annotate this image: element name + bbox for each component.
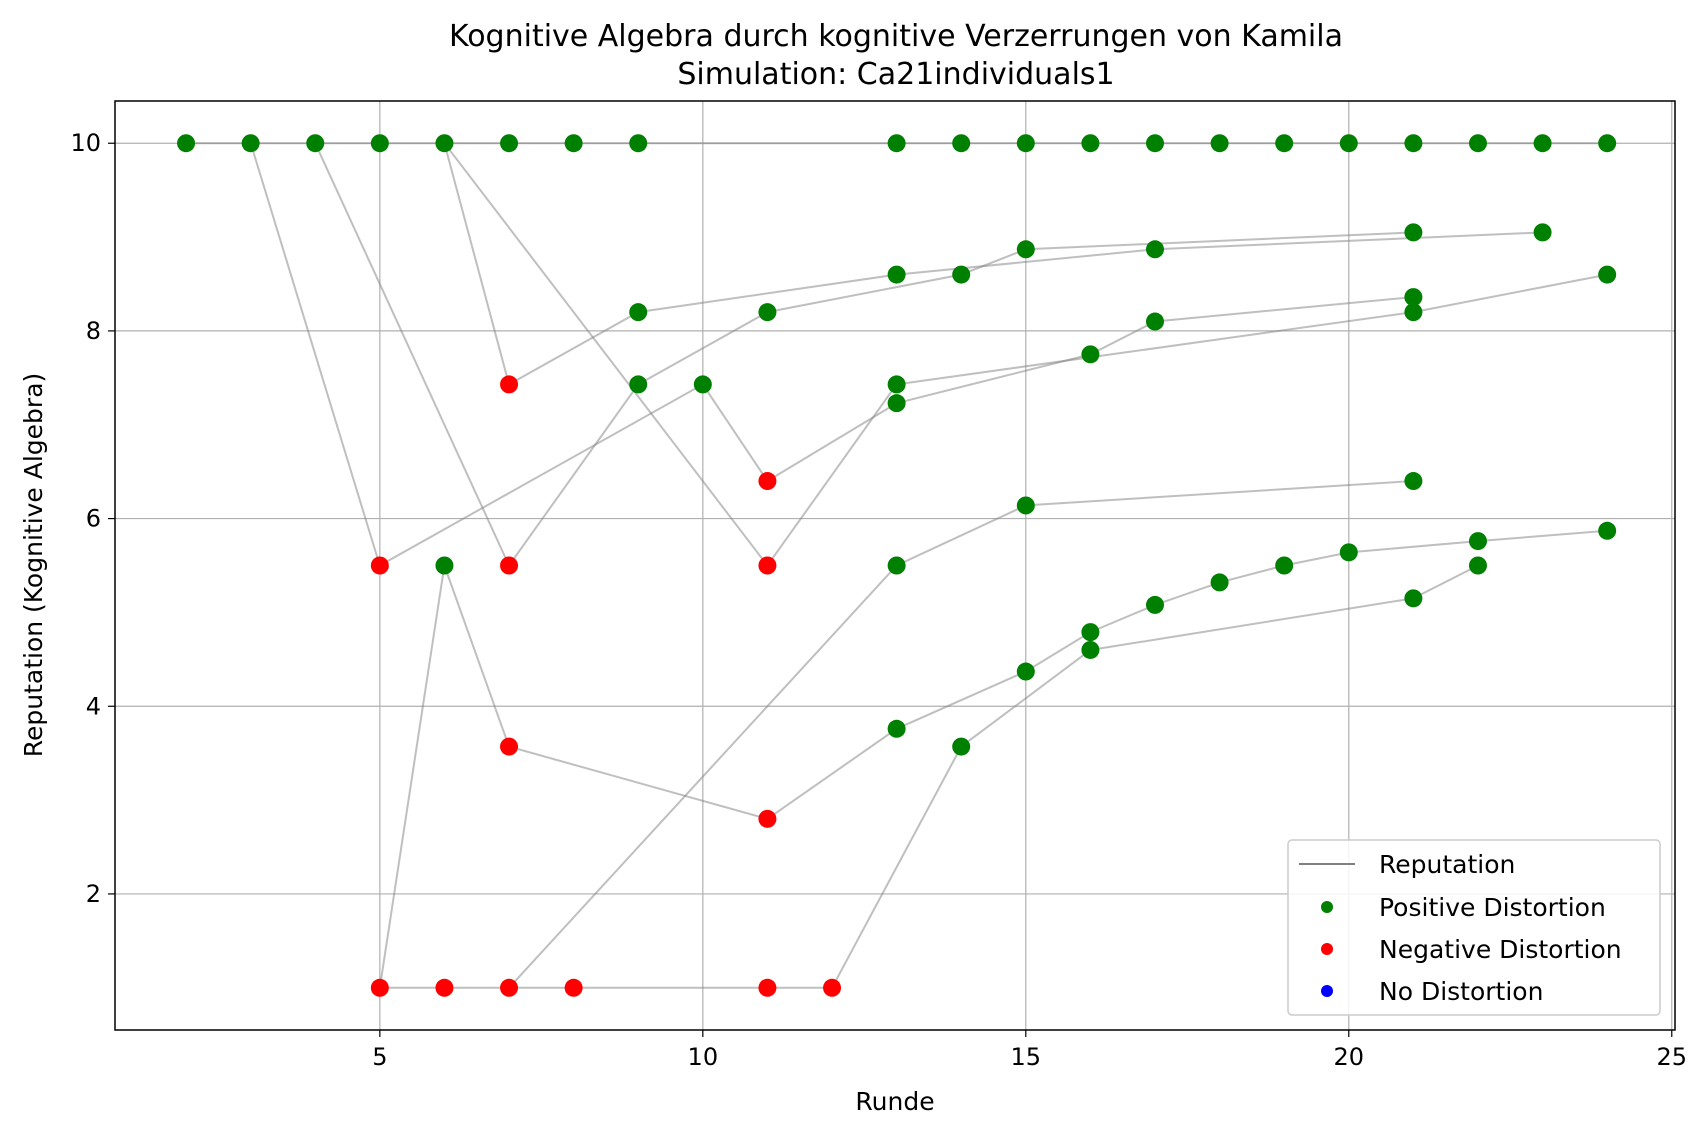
positive-distortion-point bbox=[1468, 134, 1487, 153]
positive-distortion-point bbox=[629, 375, 648, 394]
positive-distortion-point bbox=[887, 719, 906, 738]
y-axis-label: Reputation (Kognitive Algebra) bbox=[19, 373, 48, 758]
positive-distortion-point bbox=[1598, 265, 1617, 284]
positive-distortion-point bbox=[1404, 589, 1423, 608]
reputation-line bbox=[314, 142, 1414, 568]
reputation-line bbox=[379, 564, 1479, 989]
x-tick-label: 5 bbox=[372, 1043, 387, 1071]
x-tick-label: 15 bbox=[1011, 1043, 1042, 1071]
positive-distortion-point bbox=[306, 134, 325, 153]
positive-distortion-point bbox=[1339, 134, 1358, 153]
positive-distortion-point bbox=[1404, 223, 1423, 242]
legend: Reputation Positive Distortion Negative … bbox=[1287, 839, 1661, 1016]
legend-negative-label: Negative Distortion bbox=[1379, 935, 1622, 964]
positive-distortion-point bbox=[1339, 543, 1358, 562]
positive-distortion-point bbox=[952, 134, 971, 153]
positive-distortion-point bbox=[500, 134, 519, 153]
negative-distortion-point bbox=[370, 556, 389, 575]
positive-distortion-point bbox=[1081, 623, 1100, 642]
y-tick-label: 4 bbox=[86, 692, 101, 720]
positive-distortion-point bbox=[887, 375, 906, 394]
negative-distortion-point bbox=[758, 809, 777, 828]
negative-distortion-point bbox=[370, 978, 389, 997]
positive-distortion-point bbox=[1210, 134, 1229, 153]
data-points bbox=[177, 134, 1617, 997]
positive-distortion-point bbox=[629, 303, 648, 322]
negative-distortion-point bbox=[500, 556, 519, 575]
x-axis-label: Runde bbox=[855, 1087, 934, 1116]
positive-distortion-point bbox=[1016, 240, 1035, 259]
positive-distortion-point bbox=[1533, 134, 1552, 153]
positive-distortion-point bbox=[1468, 532, 1487, 551]
positive-distortion-point bbox=[887, 394, 906, 413]
positive-distortion-point bbox=[952, 737, 971, 756]
negative-distortion-point bbox=[500, 375, 519, 394]
chart-subtitle: Simulation: Ca21individuals1 bbox=[677, 57, 1114, 92]
y-tick-label: 10 bbox=[70, 129, 101, 157]
positive-distortion-point bbox=[1146, 595, 1164, 614]
axis-ticks: 5 10 15 20 25 2 4 6 8 10 bbox=[70, 129, 1687, 1071]
reputation-line bbox=[443, 142, 1543, 386]
positive-distortion-point bbox=[693, 375, 712, 394]
legend-negative-marker-icon bbox=[1321, 943, 1333, 955]
negative-distortion-point bbox=[500, 978, 519, 997]
legend-positive-marker-icon bbox=[1321, 901, 1333, 913]
positive-distortion-point bbox=[1404, 303, 1423, 322]
legend-none-label: No Distortion bbox=[1379, 977, 1543, 1006]
positive-distortion-point bbox=[887, 556, 906, 575]
positive-distortion-point bbox=[1598, 521, 1617, 540]
positive-distortion-point bbox=[1146, 240, 1164, 259]
positive-distortion-point bbox=[887, 265, 906, 284]
negative-distortion-point bbox=[823, 978, 842, 997]
negative-distortion-point bbox=[564, 978, 583, 997]
positive-distortion-point bbox=[564, 134, 583, 153]
positive-distortion-point bbox=[1533, 223, 1552, 242]
positive-distortion-point bbox=[1081, 134, 1100, 153]
negative-distortion-point bbox=[435, 978, 454, 997]
negative-distortion-point bbox=[758, 472, 777, 491]
legend-box bbox=[1287, 839, 1661, 1016]
positive-distortion-point bbox=[1146, 312, 1164, 331]
positive-distortion-point bbox=[952, 265, 971, 284]
positive-distortion-point bbox=[1275, 556, 1294, 575]
positive-distortion-point bbox=[1404, 472, 1423, 491]
y-tick-label: 2 bbox=[86, 880, 101, 908]
positive-distortion-point bbox=[1275, 134, 1294, 153]
negative-distortion-point bbox=[500, 737, 519, 756]
positive-distortion-point bbox=[435, 134, 454, 153]
negative-distortion-point bbox=[758, 978, 777, 997]
positive-distortion-point bbox=[758, 303, 777, 322]
legend-positive-label: Positive Distortion bbox=[1379, 893, 1606, 922]
legend-reputation-label: Reputation bbox=[1379, 850, 1515, 879]
chart-title: Kognitive Algebra durch kognitive Verzer… bbox=[449, 19, 1343, 54]
positive-distortion-point bbox=[1468, 556, 1487, 575]
x-tick-label: 10 bbox=[688, 1043, 719, 1071]
positive-distortion-point bbox=[435, 556, 454, 575]
legend-none-marker-icon bbox=[1321, 985, 1333, 997]
positive-distortion-point bbox=[1081, 640, 1100, 659]
y-tick-label: 8 bbox=[86, 317, 101, 345]
positive-distortion-point bbox=[1598, 134, 1617, 153]
positive-distortion-point bbox=[1404, 134, 1423, 153]
positive-distortion-point bbox=[1016, 662, 1035, 681]
positive-distortion-point bbox=[887, 134, 906, 153]
positive-distortion-point bbox=[1016, 496, 1035, 515]
reputation-line bbox=[249, 142, 1414, 567]
y-tick-label: 6 bbox=[86, 505, 101, 533]
positive-distortion-point bbox=[1016, 134, 1035, 153]
positive-distortion-point bbox=[1404, 288, 1423, 307]
positive-distortion-point bbox=[241, 134, 260, 153]
positive-distortion-point bbox=[177, 134, 196, 153]
positive-distortion-point bbox=[1081, 345, 1100, 364]
positive-distortion-point bbox=[629, 134, 648, 153]
positive-distortion-point bbox=[1210, 573, 1229, 592]
plot-area bbox=[114, 100, 1676, 1031]
x-tick-label: 20 bbox=[1334, 1043, 1365, 1071]
positive-distortion-point bbox=[1146, 134, 1164, 153]
positive-distortion-point bbox=[370, 134, 389, 153]
negative-distortion-point bbox=[758, 556, 777, 575]
x-tick-label: 25 bbox=[1656, 1043, 1687, 1071]
reputation-line bbox=[508, 480, 1414, 989]
